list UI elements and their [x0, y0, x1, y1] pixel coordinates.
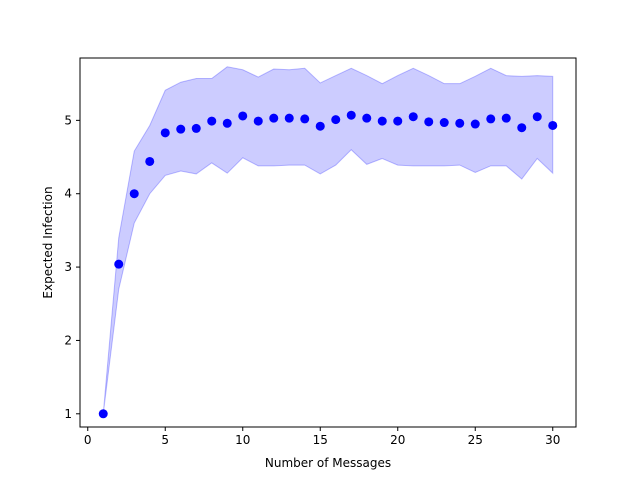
- data-point: [548, 120, 558, 130]
- x-axis-label: Number of Messages: [265, 456, 391, 470]
- data-point: [129, 189, 139, 199]
- data-point: [439, 118, 449, 128]
- data-point: [160, 128, 170, 138]
- x-tick-label: 15: [313, 433, 328, 447]
- data-point: [346, 110, 356, 120]
- data-point: [331, 115, 341, 125]
- y-tick-label: 3: [64, 260, 72, 274]
- data-point: [207, 116, 217, 126]
- y-axis-label: Expected Infection: [41, 186, 55, 298]
- y-tick-label: 2: [64, 333, 72, 347]
- plot-area: [98, 66, 558, 419]
- x-axis-ticks: 0 5 10 15 20 25 30: [84, 427, 560, 447]
- data-point: [424, 117, 434, 127]
- x-tick-label: 25: [468, 433, 483, 447]
- data-point: [145, 156, 155, 166]
- data-point: [176, 124, 186, 134]
- data-point: [486, 114, 496, 124]
- data-point: [284, 113, 294, 123]
- data-point: [362, 113, 372, 123]
- plot-frame: [79, 57, 577, 428]
- y-tick-label: 5: [64, 113, 72, 127]
- data-point: [253, 116, 263, 126]
- data-point: [532, 112, 542, 122]
- data-point: [269, 113, 279, 123]
- x-tick-label: 30: [545, 433, 560, 447]
- x-tick-label: 20: [390, 433, 405, 447]
- data-point: [222, 118, 232, 128]
- data-point: [300, 114, 310, 124]
- x-tick-label: 5: [161, 433, 169, 447]
- y-axis-ticks: 1 2 3 4 5: [64, 113, 80, 421]
- data-point: [315, 121, 325, 131]
- data-point: [238, 111, 248, 121]
- data-point: [470, 119, 480, 129]
- data-point: [393, 116, 403, 126]
- data-point: [377, 116, 387, 126]
- data-point: [114, 259, 124, 269]
- y-tick-label: 4: [64, 187, 72, 201]
- y-tick-label: 1: [64, 407, 72, 421]
- data-point: [455, 118, 465, 128]
- x-tick-label: 10: [235, 433, 250, 447]
- data-point: [517, 123, 527, 133]
- x-tick-label: 0: [84, 433, 92, 447]
- data-point: [191, 123, 201, 133]
- data-point: [408, 112, 418, 122]
- data-point: [501, 113, 511, 123]
- data-point: [98, 409, 108, 419]
